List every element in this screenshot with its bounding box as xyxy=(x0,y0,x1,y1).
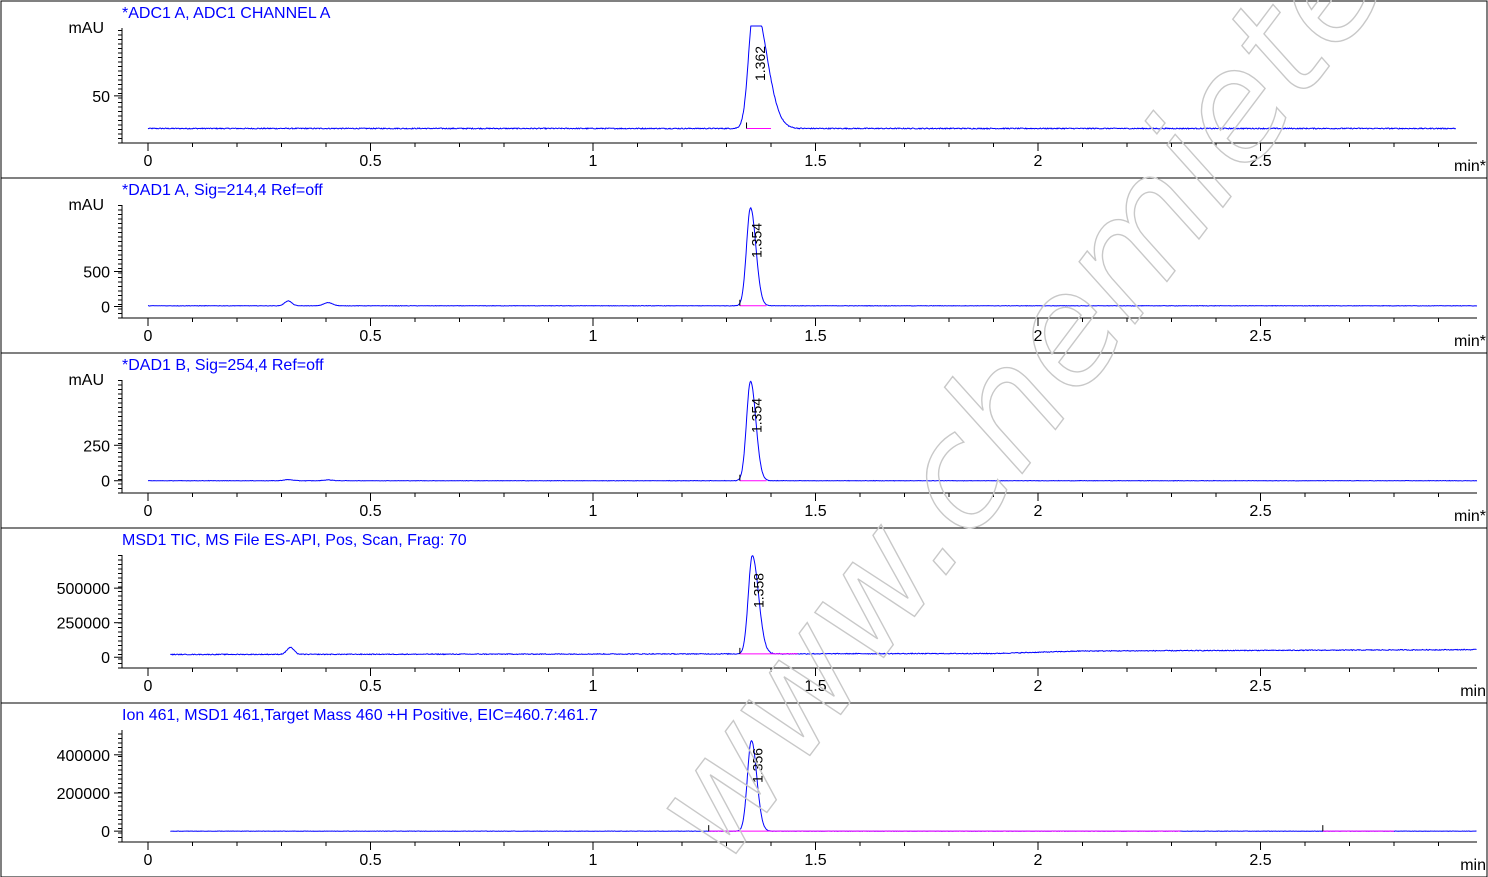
x-tick-label: 0.5 xyxy=(359,503,381,520)
panel-title: *ADC1 A, ADC1 CHANNEL A xyxy=(122,5,331,22)
y-axis-unit: mAU xyxy=(68,372,104,389)
y-tick-label: 200000 xyxy=(57,786,110,803)
x-tick-label: 1 xyxy=(589,503,598,520)
x-tick-label: 0.5 xyxy=(359,852,381,869)
x-axis-unit: min* xyxy=(1454,333,1486,350)
x-tick-label: 0 xyxy=(144,852,153,869)
peak-retention-label: 1.358 xyxy=(750,573,766,608)
chart-panel-2: *DAD1 A, Sig=214,4 Ref=off 0 0.5 1 1.5 2 2.5 mi… xyxy=(0,177,1488,354)
y-tick-label: 250 xyxy=(83,438,110,455)
y-tick-label: 0 xyxy=(101,474,110,491)
x-tick-label: 1 xyxy=(589,328,598,345)
x-tick-label: 0 xyxy=(144,328,153,345)
x-tick-label: 0 xyxy=(144,153,153,170)
x-tick-label: 0.5 xyxy=(359,678,381,695)
x-tick-label: 1 xyxy=(589,852,598,869)
x-tick-label: 2.5 xyxy=(1249,678,1271,695)
x-axis-unit: min* xyxy=(1454,508,1486,525)
signal-trace xyxy=(147,380,1478,482)
peak-retention-label: 1.356 xyxy=(749,748,765,783)
panel-title: Ion 461, MSD1 461,Target Mass 460 +H Pos… xyxy=(122,707,598,724)
chart-panel-5: Ion 461, MSD1 461,Target Mass 460 +H Pos… xyxy=(0,702,1488,877)
peak-retention-label: 1.354 xyxy=(749,398,765,433)
x-tick-label: 1.5 xyxy=(804,328,826,345)
x-tick-label: 2.5 xyxy=(1249,328,1271,345)
x-tick-label: 2 xyxy=(1034,153,1043,170)
peak-retention-label: 1.354 xyxy=(749,223,765,258)
x-tick-label: 2 xyxy=(1034,678,1043,695)
y-axis-unit: mAU xyxy=(68,197,104,214)
x-axis-unit: min xyxy=(1460,857,1486,874)
chart-panel-3: *DAD1 B, Sig=254,4 Ref=off 0 0.5 1 1.5 2 2.5 mi… xyxy=(0,352,1488,529)
watermark: www.chemietek.com xyxy=(615,0,1488,877)
signal-trace xyxy=(147,25,1456,130)
peak-retention-label: 1.362 xyxy=(752,46,768,81)
x-tick-label: 1 xyxy=(589,153,598,170)
panel-title: *DAD1 A, Sig=214,4 Ref=off xyxy=(122,182,323,199)
chart-panel-4: MSD1 TIC, MS File ES-API, Pos, Scan, Fra… xyxy=(0,527,1488,704)
x-tick-label: 2 xyxy=(1034,852,1043,869)
panel-frame xyxy=(0,352,1488,529)
x-axis-unit: min* xyxy=(1454,158,1486,175)
signal-trace xyxy=(147,206,1478,307)
x-tick-label: 2 xyxy=(1034,328,1043,345)
signal-trace xyxy=(170,555,1477,656)
y-tick-label: 0 xyxy=(101,650,110,667)
x-tick-label: 2.5 xyxy=(1249,852,1271,869)
y-axis-unit: mAU xyxy=(68,20,104,37)
y-tick-label: 250000 xyxy=(57,616,110,633)
panel-title: *DAD1 B, Sig=254,4 Ref=off xyxy=(122,357,324,374)
x-tick-label: 1 xyxy=(589,678,598,695)
y-tick-label: 500 xyxy=(83,265,110,282)
x-tick-label: 1.5 xyxy=(804,678,826,695)
x-tick-label: 2 xyxy=(1034,503,1043,520)
x-tick-label: 2.5 xyxy=(1249,503,1271,520)
y-tick-label: 400000 xyxy=(57,748,110,765)
x-tick-label: 2.5 xyxy=(1249,153,1271,170)
x-tick-label: 0.5 xyxy=(359,153,381,170)
x-tick-label: 1.5 xyxy=(804,852,826,869)
y-tick-label: 0 xyxy=(101,300,110,317)
x-tick-label: 0 xyxy=(144,678,153,695)
x-tick-label: 0 xyxy=(144,503,153,520)
x-tick-label: 1.5 xyxy=(804,503,826,520)
y-tick-label: 50 xyxy=(92,89,110,106)
panel-title: MSD1 TIC, MS File ES-API, Pos, Scan, Fra… xyxy=(122,532,467,549)
y-tick-label: 0 xyxy=(101,824,110,841)
panel-frame xyxy=(0,702,1488,877)
y-tick-label: 500000 xyxy=(57,581,110,598)
x-tick-label: 1.5 xyxy=(804,153,826,170)
x-tick-label: 0.5 xyxy=(359,328,381,345)
x-axis-unit: min xyxy=(1460,683,1486,700)
